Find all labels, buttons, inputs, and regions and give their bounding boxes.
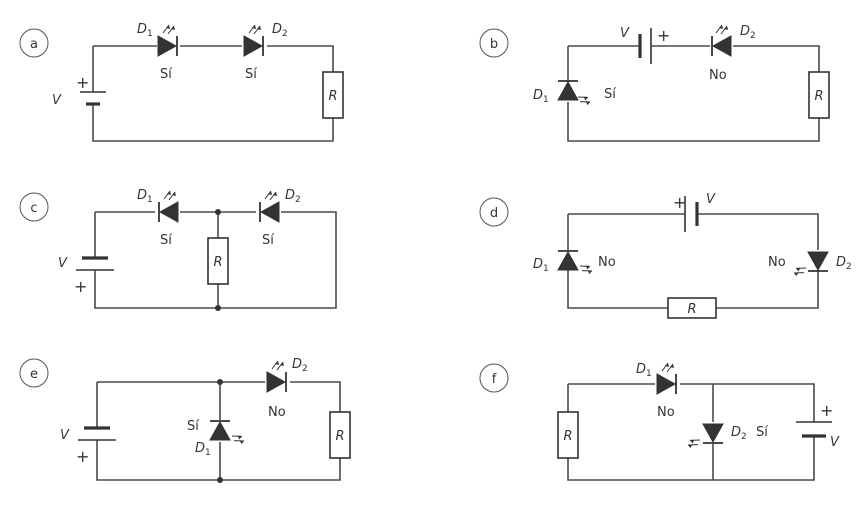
panel-d-d2 xyxy=(792,251,829,279)
panel-a-label-circle xyxy=(19,28,49,58)
panel-b-d1-state: Sí xyxy=(604,87,616,102)
panel-f-d1 xyxy=(656,362,677,395)
panel-d: d + V R D1 No No D2 xyxy=(479,192,852,319)
panel-c-v-label: V xyxy=(58,256,68,271)
panel-c-d1 xyxy=(158,190,179,223)
panel-b-d1 xyxy=(557,80,592,108)
panel-a-plus: + xyxy=(76,73,89,92)
panel-f: f + V R D1 No D2 Sí xyxy=(479,362,840,481)
panel-a-d1-state: Sí xyxy=(160,67,172,82)
panel-c-plus: + xyxy=(74,277,87,296)
panel-f-v-label: V xyxy=(830,435,840,450)
panel-c-d2-label: D2 xyxy=(285,188,301,205)
panel-f-plus: + xyxy=(820,401,833,420)
panel-d-resistor xyxy=(667,297,717,319)
panel-e-d2 xyxy=(266,360,287,393)
panel-c-label-circle xyxy=(19,192,49,222)
panel-b-d2-state: No xyxy=(709,68,727,83)
panel-b-r-label: R xyxy=(814,89,823,104)
panel-e-d1 xyxy=(209,420,246,447)
panel-f-r-label: R xyxy=(563,429,572,444)
panel-c-node-top xyxy=(215,209,221,215)
panel-f-d2-label: D2 xyxy=(731,425,747,442)
panel-f-label: f xyxy=(492,372,497,387)
panel-f-d1-state: No xyxy=(657,405,675,420)
panel-e: e V + R Sí D1 D2 No xyxy=(19,357,351,483)
panel-b-plus: + xyxy=(657,26,670,45)
panel-e-v-label: V xyxy=(60,428,70,443)
panel-c-node-bottom xyxy=(215,305,221,311)
panel-d-d2-label: D2 xyxy=(836,255,852,272)
panel-b-d2 xyxy=(711,24,732,57)
panel-e-d1-state: Sí xyxy=(187,419,199,434)
panel-f-d2-state: Sí xyxy=(756,425,768,440)
panel-b-label: b xyxy=(490,37,498,52)
panel-b-resistor xyxy=(808,71,830,119)
panel-f-resistor xyxy=(557,411,579,459)
panel-b-v-label: V xyxy=(620,26,630,41)
panel-e-d1-label: D1 xyxy=(195,441,211,458)
panel-f-d1-label: D1 xyxy=(636,362,652,379)
panel-a-d2-state: Sí xyxy=(245,67,257,82)
panel-a-d2-label: D2 xyxy=(272,22,288,39)
panel-c-r-label: R xyxy=(213,255,222,270)
panel-d-label: d xyxy=(490,206,498,221)
panel-d-d1 xyxy=(557,250,594,277)
panel-d-label-circle xyxy=(479,197,509,227)
panel-e-plus: + xyxy=(76,447,89,466)
panel-c-d2 xyxy=(259,190,280,223)
panel-a-resistor xyxy=(322,71,344,119)
panel-e-label-circle xyxy=(19,358,49,388)
panel-e-resistor xyxy=(329,411,351,459)
panel-e-d2-state: No xyxy=(268,405,286,420)
panel-e-label: e xyxy=(30,367,38,382)
panel-e-d2-label: D2 xyxy=(292,357,308,374)
panel-e-node-top xyxy=(217,379,223,385)
panel-e-node-bottom xyxy=(217,477,223,483)
panel-f-d2 xyxy=(686,423,724,451)
panel-a-r-label: R xyxy=(328,89,337,104)
panel-c-d1-state: Sí xyxy=(160,233,172,248)
panel-d-d1-label: D1 xyxy=(533,257,549,274)
panel-a-v-label: V xyxy=(52,93,62,108)
panel-d-v-label: V xyxy=(706,192,716,207)
panel-c-d2-state: Sí xyxy=(262,233,274,248)
panel-a-d1 xyxy=(157,24,178,57)
panel-a-d1-label: D1 xyxy=(137,22,153,39)
panel-d-plus: + xyxy=(673,193,686,212)
panel-b-d1-label: D1 xyxy=(533,88,549,105)
panel-d-d2-state: No xyxy=(768,255,786,270)
panel-c-d1-label: D1 xyxy=(137,188,153,205)
panel-e-r-label: R xyxy=(335,429,344,444)
panel-d-d1-state: No xyxy=(598,255,616,270)
panel-a: a + V R D1 Sí D2 Sí xyxy=(19,22,344,142)
panel-b-label-circle xyxy=(479,28,509,58)
panel-c-label: c xyxy=(30,201,37,216)
panel-d-r-label: R xyxy=(687,302,696,317)
panel-b-d2-label: D2 xyxy=(740,24,756,41)
panel-a-label: a xyxy=(30,37,38,52)
panel-b: b V + R D2 No D1 Sí xyxy=(479,24,830,142)
panel-c-resistor xyxy=(207,237,229,285)
panel-c: c V + R D1 Sí D2 Sí xyxy=(19,188,337,311)
panel-a-d2 xyxy=(243,24,264,57)
panel-f-label-circle xyxy=(479,363,509,393)
